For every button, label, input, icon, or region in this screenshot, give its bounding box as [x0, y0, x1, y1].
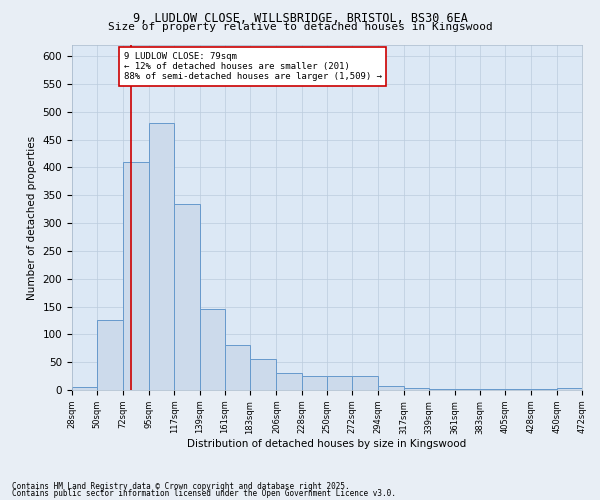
Y-axis label: Number of detached properties: Number of detached properties [27, 136, 37, 300]
Bar [352, 376, 377, 390]
Bar [277, 374, 302, 390]
Bar [557, 388, 582, 390]
Bar [225, 346, 250, 390]
Text: Contains public sector information licensed under the Open Government Licence v3: Contains public sector information licen… [12, 489, 396, 498]
Bar [404, 388, 429, 390]
Bar [149, 123, 174, 390]
Text: Size of property relative to detached houses in Kingswood: Size of property relative to detached ho… [107, 22, 493, 32]
X-axis label: Distribution of detached houses by size in Kingswood: Distribution of detached houses by size … [187, 440, 467, 450]
Bar [377, 386, 404, 390]
Bar [250, 360, 277, 390]
Bar [72, 387, 97, 390]
Bar [122, 162, 149, 390]
Text: 9 LUDLOW CLOSE: 79sqm
← 12% of detached houses are smaller (201)
88% of semi-det: 9 LUDLOW CLOSE: 79sqm ← 12% of detached … [124, 52, 382, 82]
Bar [174, 204, 199, 390]
Bar [429, 389, 455, 390]
Bar [199, 310, 225, 390]
Bar [97, 320, 122, 390]
Bar [327, 376, 352, 390]
Text: Contains HM Land Registry data © Crown copyright and database right 2025.: Contains HM Land Registry data © Crown c… [12, 482, 350, 491]
Text: 9, LUDLOW CLOSE, WILLSBRIDGE, BRISTOL, BS30 6EA: 9, LUDLOW CLOSE, WILLSBRIDGE, BRISTOL, B… [133, 12, 467, 26]
Bar [302, 376, 327, 390]
